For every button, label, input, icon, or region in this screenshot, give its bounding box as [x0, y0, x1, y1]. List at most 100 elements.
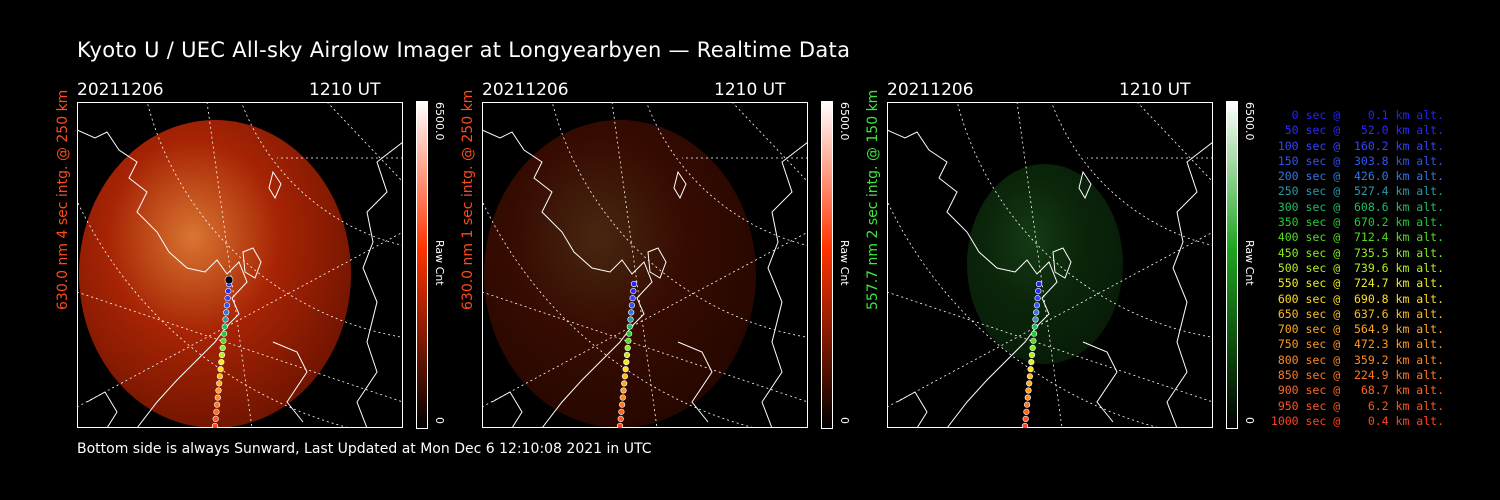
trajectory-point: [623, 351, 631, 359]
legend-row: 900 sec @ 68.7 km alt.: [1270, 383, 1444, 398]
trajectory: [616, 280, 638, 428]
trajectory-point: [225, 288, 232, 295]
trajectory-point: [220, 337, 227, 344]
panel-time: 1210 UT: [309, 80, 381, 100]
map-frame: [77, 102, 403, 428]
trajectory-point: [620, 387, 627, 394]
page-title: Kyoto U / UEC All-sky Airglow Imager at …: [77, 38, 851, 62]
trajectory-point: [217, 366, 224, 373]
trajectory-point: [1033, 309, 1040, 316]
panel-630-4s: 20211206 1210 UT 630.0 nm 4 sec intg. @ …: [55, 80, 446, 440]
trajectory-point: [626, 330, 633, 337]
colorbar-unit-label: Raw Cnt: [838, 240, 851, 286]
legend-row: 250 sec @ 527.4 km alt.: [1270, 184, 1444, 199]
trajectory-point: [621, 373, 628, 380]
allsky-map: [887, 102, 1213, 428]
panel-ylabel: 630.0 nm 4 sec intg. @ 250 km: [55, 89, 71, 310]
trajectory-point: [1024, 394, 1031, 401]
trajectory-point: [630, 280, 638, 288]
trajectory-point: [1032, 316, 1039, 323]
legend-row: 450 sec @ 735.5 km alt.: [1270, 245, 1444, 260]
trajectory-point: [223, 302, 230, 309]
trajectory-point: [213, 408, 220, 415]
trajectory-point: [1026, 373, 1033, 380]
legend-row: 650 sec @ 637.6 km alt.: [1270, 306, 1444, 321]
trajectory-point: [628, 302, 635, 309]
legend-row: 350 sec @ 670.2 km alt.: [1270, 215, 1444, 230]
footer-status: Bottom side is always Sunward, Last Upda…: [77, 441, 652, 457]
trajectory-point: [628, 309, 635, 316]
coastline: [887, 129, 1213, 428]
trajectory-point: [223, 309, 230, 316]
colorbar-max-label: 6500.0: [1243, 102, 1256, 141]
legend-row: 300 sec @ 608.6 km alt.: [1270, 199, 1444, 214]
colorbar-max-label: 6500.0: [433, 102, 446, 141]
trajectory-point: [219, 344, 226, 351]
legend-row: 950 sec @ 6.2 km alt.: [1270, 398, 1444, 413]
trajectory-point: [619, 394, 626, 401]
trajectory-point: [216, 373, 223, 380]
trajectory-point: [212, 415, 219, 423]
legend-row: 0 sec @ 0.1 km alt.: [1270, 108, 1444, 122]
trajectory-point: [216, 380, 223, 387]
legend-row: 750 sec @ 472.3 km alt.: [1270, 337, 1444, 352]
trajectory-point: [1034, 295, 1041, 302]
legend-row: 1000 sec @ 0.4 km alt.: [1270, 413, 1444, 428]
legend-row: 800 sec @ 359.2 km alt.: [1270, 352, 1444, 367]
legend-row: 550 sec @ 724.7 km alt.: [1270, 276, 1444, 291]
trajectory-point: [623, 359, 630, 366]
legend-row: 200 sec @ 426.0 km alt.: [1270, 169, 1444, 184]
trajectory-point: [1031, 330, 1038, 337]
trajectory-point: [621, 380, 628, 387]
panel-date: 20211206: [482, 80, 569, 100]
trajectory-point: [1028, 359, 1035, 366]
trajectory-point: [1035, 280, 1043, 288]
trajectory-point: [618, 408, 625, 415]
trajectory-point: [214, 401, 221, 408]
trajectory: [1021, 280, 1043, 428]
trajectory-point: [214, 394, 221, 401]
trajectory-point: [218, 351, 226, 359]
trajectory-point: [1028, 351, 1036, 359]
trajectory-point: [630, 288, 637, 295]
legend-row: 500 sec @ 739.6 km alt.: [1270, 260, 1444, 275]
trajectory-point: [222, 316, 229, 323]
trajectory-point: [1021, 422, 1029, 428]
trajectory-point: [1027, 366, 1034, 373]
trajectory-point: [625, 337, 632, 344]
trajectory-point: [1031, 323, 1038, 330]
map-frame: [887, 102, 1213, 428]
trajectory-point: [1022, 415, 1029, 423]
panel-ylabel: 630.0 nm 1 sec intg. @ 250 km: [460, 89, 476, 310]
trajectory-point: [617, 415, 624, 423]
coastline: [482, 129, 808, 428]
trajectory-point: [616, 422, 624, 428]
colorbar: [1226, 101, 1238, 429]
legend-row: 150 sec @ 303.8 km alt.: [1270, 153, 1444, 168]
trajectory-point: [1030, 337, 1037, 344]
legend-row: 600 sec @ 690.8 km alt.: [1270, 291, 1444, 306]
colorbar-unit-label: Raw Cnt: [1243, 240, 1256, 286]
panel-date: 20211206: [77, 80, 164, 100]
airglow-image: [79, 120, 351, 428]
trajectory-point: [629, 295, 636, 302]
colorbar-max-label: 6500.0: [838, 102, 851, 141]
trajectory-point: [1029, 344, 1036, 351]
panel-time: 1210 UT: [1119, 80, 1191, 100]
panel-date: 20211206: [887, 80, 974, 100]
trajectory-point: [221, 323, 228, 330]
legend-row: 850 sec @ 224.9 km alt.: [1270, 368, 1444, 383]
trajectory-point: [1035, 288, 1042, 295]
panel-630-1s: 20211206 1210 UT 630.0 nm 1 sec intg. @ …: [460, 80, 851, 440]
colorbar: [416, 101, 428, 429]
coastline: [77, 129, 403, 428]
legend-row: 400 sec @ 712.4 km alt.: [1270, 230, 1444, 245]
trajectory-point: [221, 330, 228, 337]
airglow-image: [484, 120, 756, 428]
trajectory-point: [1026, 380, 1033, 387]
airglow-image: [967, 164, 1123, 364]
legend-row: 700 sec @ 564.9 km alt.: [1270, 322, 1444, 337]
trajectory-point: [211, 422, 219, 428]
trajectory-point: [218, 359, 225, 366]
trajectory-point: [626, 323, 633, 330]
